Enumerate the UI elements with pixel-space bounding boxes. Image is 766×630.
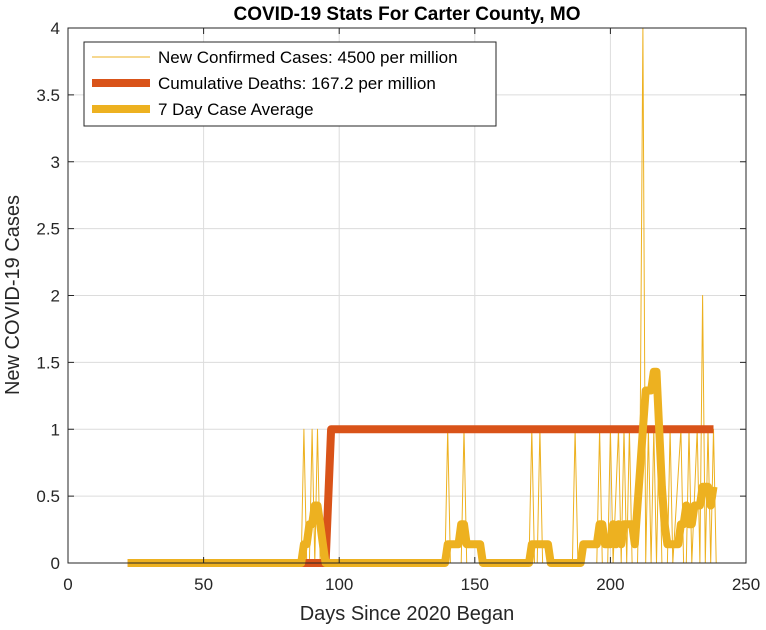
y-tick-label: 2 [51, 287, 60, 306]
y-tick-label: 3 [51, 153, 60, 172]
y-tick-label: 1.5 [36, 353, 60, 372]
y-tick-label: 4 [51, 19, 60, 38]
y-tick-label: 0.5 [36, 487, 60, 506]
x-tick-label: 0 [63, 575, 72, 594]
axis-ticks: 0 50 100 150 200 250 0 0.5 1 1.5 2 2.5 3 3.5 4 [36, 19, 760, 594]
y-tick-label: 3.5 [36, 86, 60, 105]
x-tick-label: 250 [732, 575, 760, 594]
y-tick-label: 0 [51, 554, 60, 573]
x-tick-label: 50 [194, 575, 213, 594]
x-axis-label: Days Since 2020 Began [300, 603, 515, 625]
x-tick-label: 200 [596, 575, 624, 594]
chart-title: COVID-19 Stats For Carter County, MO [234, 4, 581, 25]
legend: New Confirmed Cases: 4500 per million Cum… [83, 41, 497, 127]
legend-box [83, 41, 497, 127]
x-tick-label: 100 [325, 575, 353, 594]
y-tick-label: 2.5 [36, 220, 60, 239]
x-tick-label: 150 [461, 575, 489, 594]
legend-label-1: New Confirmed Cases: 4500 per million [158, 48, 458, 67]
legend-label-2: Cumulative Deaths: 167.2 per million [158, 74, 436, 93]
y-axis-label: New COVID-19 Cases [2, 195, 24, 395]
legend-label-3: 7 Day Case Average [158, 100, 314, 119]
y-tick-label: 1 [51, 420, 60, 439]
